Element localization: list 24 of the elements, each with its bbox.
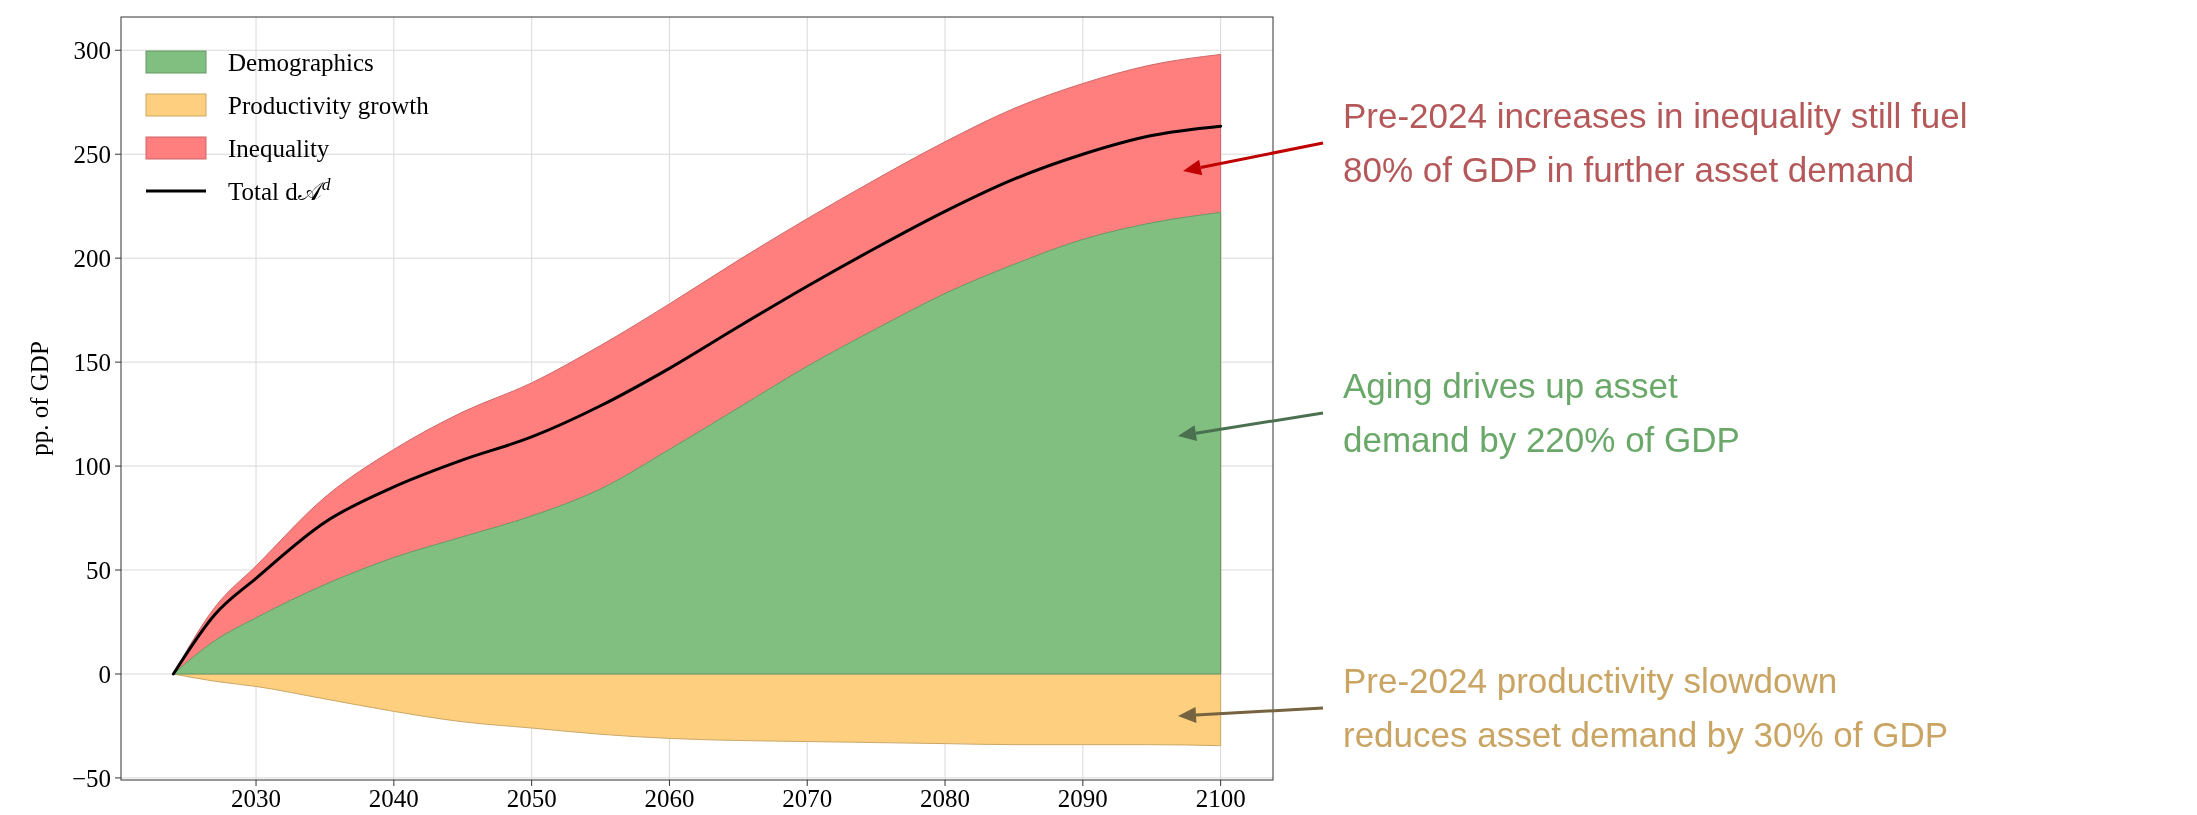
x-tick-label: 2090 (1057, 785, 1108, 812)
x-tick-label: 2100 (1195, 785, 1246, 812)
y-tick-label: 200 (73, 244, 111, 272)
text: Aging drives up asset demand by 220% of GDP (1343, 366, 1740, 460)
x-tick-label: 2030 (231, 785, 282, 812)
legend-label: Productivity growth (228, 91, 430, 119)
x-tick-label: 2040 (368, 785, 419, 812)
x-tick-label: 2070 (782, 785, 833, 812)
x-tick-label: 2050 (506, 785, 557, 812)
y-tick-label: 150 (73, 348, 111, 376)
legend-label: Inequality (228, 134, 330, 162)
y-tick-label: 0 (98, 660, 111, 688)
legend-label: Total d𝒜$^{d}$ (228, 173, 331, 205)
text: Pre-2024 productivity slowdown reduces asset demand by 30% of GDP (1343, 661, 1949, 755)
y-tick-label: 250 (73, 140, 111, 168)
x-tick-label: 2060 (644, 785, 695, 812)
y-axis-title: pp. of GDP (26, 341, 53, 456)
x-tick-label: 2080 (920, 785, 971, 812)
y-tick-label: 50 (86, 556, 111, 584)
legend-label: Demographics (228, 48, 374, 76)
y-tick-label: −50 (71, 764, 111, 792)
y-tick-label: 300 (73, 37, 111, 65)
y-tick-label: 100 (73, 452, 111, 480)
text: Pre-2024 increases in inequality still fuel 80% of GDP in further asset demand (1343, 96, 1968, 190)
